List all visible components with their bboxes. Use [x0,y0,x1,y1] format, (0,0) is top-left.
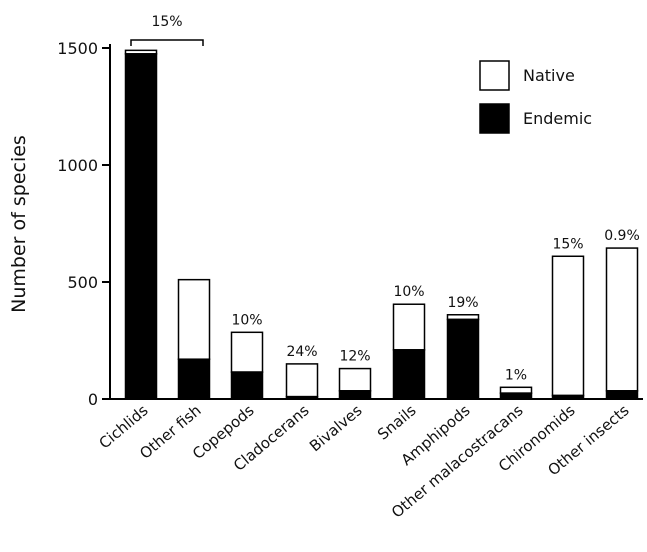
bar-endemic-5 [392,349,426,400]
category-label-5: Snails [374,401,420,443]
y-tick-label-500: 500 [67,273,98,292]
bar-endemic-7 [499,392,533,400]
annotation-3: 24% [286,344,317,360]
bar-endemic-6 [446,318,480,400]
annotation-bracket [130,39,204,46]
bar-endemic-1 [177,358,211,400]
bar-native-4 [338,367,372,392]
annotation-2: 10% [231,312,262,328]
y-tick-label-1500: 1500 [57,39,98,58]
annotation-9: 0.9% [604,228,640,244]
bar-native-5 [392,303,426,351]
bar-endemic-4 [338,390,372,400]
bar-endemic-0 [124,53,158,400]
bar-endemic-8 [551,394,585,400]
legend-label-native: Native [523,66,575,85]
annotation-0: 15% [151,14,182,30]
bar-native-9 [605,247,639,392]
annotation-6: 19% [447,295,478,311]
legend-swatch-native [479,60,510,91]
bars [124,49,639,400]
bar-endemic-3 [285,395,319,400]
bar-native-8 [551,255,585,397]
bar-endemic-9 [605,390,639,400]
legend: Native Endemic [479,60,592,134]
axes: 0 500 1000 1500 Number of species [8,39,643,409]
legend-label-endemic: Endemic [523,109,592,128]
annotation-5: 10% [393,284,424,300]
y-tick-label-1000: 1000 [57,156,98,175]
annotation-7: 1% [505,367,527,383]
legend-swatch-endemic [479,103,510,134]
bar-native-7 [499,386,533,394]
bar-native-1 [177,278,211,360]
y-axis-label: Number of species [8,135,30,313]
annotation-8: 15% [552,236,583,252]
bar-native-2 [230,331,264,373]
bar-native-3 [285,363,319,398]
bar-endemic-2 [230,371,264,400]
y-tick-label-0: 0 [88,390,98,409]
category-label-4: Bivalves [306,401,366,455]
annotation-4: 12% [339,349,370,365]
